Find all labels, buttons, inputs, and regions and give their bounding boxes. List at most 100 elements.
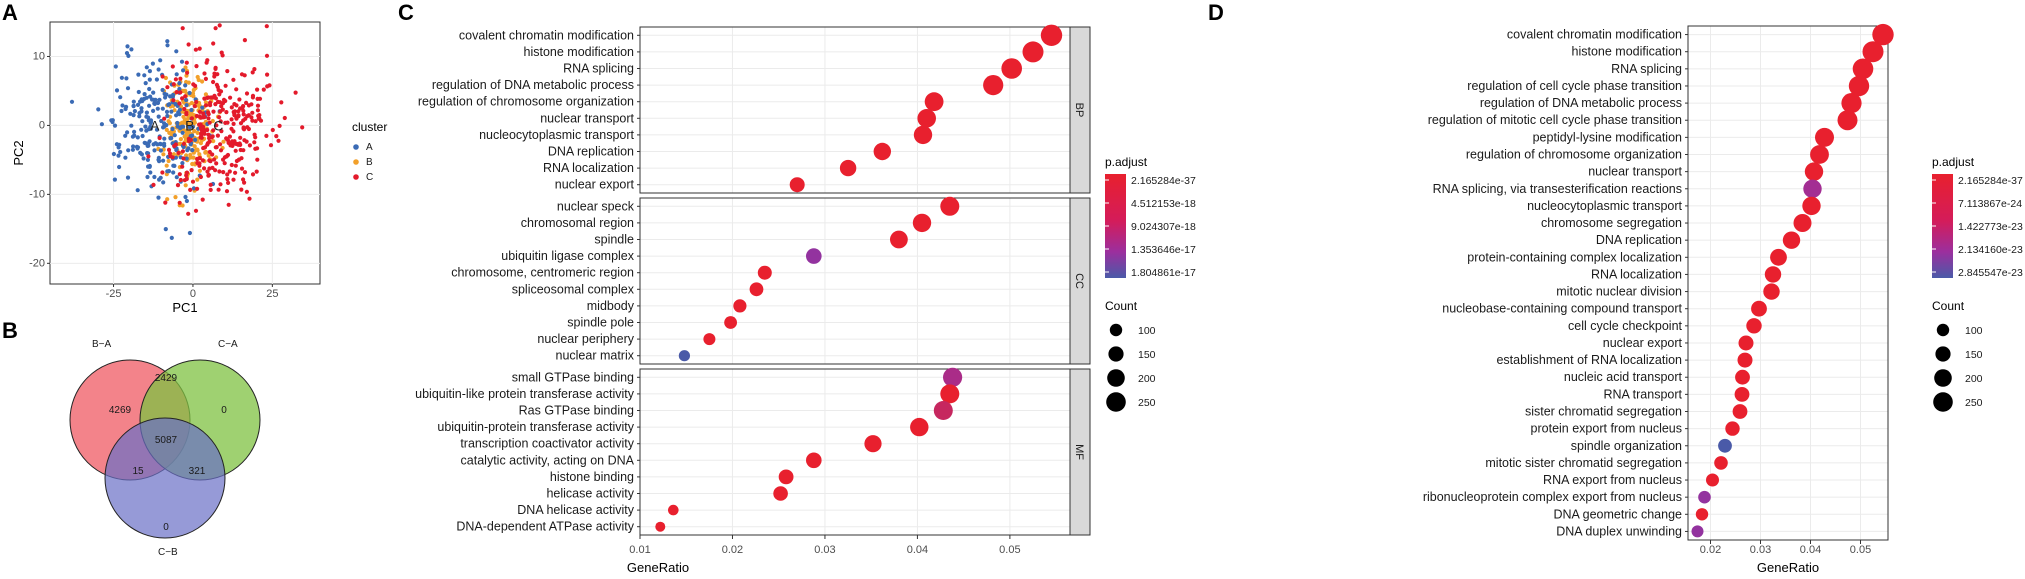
pca-point [231, 77, 236, 82]
pca-point [193, 208, 199, 213]
pca-point [225, 69, 230, 74]
pca-point [265, 72, 270, 77]
pca-point [233, 163, 238, 168]
d-size-legend-dot [1934, 369, 1952, 387]
pca-point [140, 98, 145, 104]
pca-point [300, 125, 305, 130]
c-term-label: covalent chromatin modification [459, 28, 634, 42]
pca-point [233, 141, 238, 146]
c-legend: p.adjust 2.165284e-37 4.512153e-18 9.02430… [1105, 155, 1196, 412]
pca-point [147, 86, 152, 92]
pca-point [124, 76, 129, 81]
pca-point [173, 195, 178, 200]
c-point [749, 282, 764, 297]
pca-point [136, 72, 141, 77]
pca-point [139, 127, 144, 132]
pca-point [255, 87, 260, 92]
pca-point [204, 150, 209, 155]
pca-y-axis-title: PC2 [11, 140, 26, 165]
pca-point [211, 128, 216, 133]
c-x-tick-label: 0.02 [722, 544, 743, 556]
pca-point [159, 118, 164, 124]
pca-point [141, 156, 146, 161]
c-color-bar [1105, 174, 1126, 278]
c-facet-strips: BP CC MF [1069, 26, 1091, 536]
pca-point [189, 116, 194, 121]
pca-point [155, 100, 161, 106]
pca-point [113, 64, 118, 69]
pca-point [184, 170, 190, 175]
d-point [1734, 387, 1750, 402]
pca-point [183, 65, 188, 70]
c-size-legend-label: 200 [1138, 373, 1156, 385]
d-point [1698, 490, 1711, 504]
venn-count-ba-cb: 15 [132, 466, 144, 477]
pca-point [165, 169, 170, 174]
d-legend: p.adjust 2.165284e-37 7.113867e-24 1.42277… [1932, 155, 2023, 412]
c-term-label: ubiquitin ligase complex [501, 249, 634, 263]
pca-point [123, 106, 128, 112]
pca-point [241, 112, 246, 117]
c-color-legend-label: 1.804861e-17 [1131, 267, 1196, 279]
pca-point [208, 100, 213, 105]
c-term-label: catalytic activity, acting on DNA [461, 453, 635, 467]
pca-point [169, 136, 174, 141]
pca-point [210, 134, 215, 139]
pca-x-tick-label: -25 [106, 288, 122, 300]
pca-point [199, 130, 204, 135]
pca-point [146, 154, 151, 159]
d-plot-frame [1687, 25, 1889, 541]
pca-point [252, 132, 257, 137]
pca-point [162, 141, 167, 146]
pca-point [207, 139, 212, 144]
pca-point [187, 90, 192, 96]
d-term-label: covalent chromatin modification [1507, 28, 1682, 42]
pca-point [267, 83, 272, 88]
d-term-label: nucleocytoplasmic transport [1527, 199, 1682, 213]
pca-point [158, 148, 163, 153]
pca-point [135, 145, 141, 150]
d-term-label: regulation of cell cycle phase transitio… [1467, 79, 1682, 93]
c-point [943, 367, 963, 387]
d-point [1732, 404, 1748, 419]
d-point [1841, 93, 1862, 114]
pca-point [218, 182, 223, 187]
pca-point [120, 103, 125, 108]
d-point [1764, 266, 1782, 283]
venn-count-b-only: 4269 [109, 405, 132, 416]
pca-point [139, 152, 144, 157]
pca-legend-label-c: C [366, 172, 373, 183]
pca-point [213, 96, 218, 101]
pca-point [145, 157, 150, 162]
c-size-legend-title: Count [1105, 299, 1138, 313]
c-point [678, 350, 691, 362]
pca-point [250, 172, 256, 177]
pca-point [224, 189, 230, 194]
pca-point [242, 73, 247, 78]
pca-legend-dot-b [353, 159, 359, 165]
pca-point [142, 140, 147, 145]
pca-point [249, 102, 254, 107]
d-term-label: histone modification [1572, 45, 1683, 59]
pca-point [171, 170, 176, 175]
pca-point [256, 116, 261, 121]
pca-point [216, 87, 221, 93]
pca-point [216, 187, 221, 192]
pca-point [219, 129, 224, 134]
pca-point [178, 177, 183, 183]
panel-letter-a: A [2, 0, 18, 25]
pca-point [219, 104, 224, 109]
d-term-label: cell cycle checkpoint [1568, 319, 1682, 333]
c-points [655, 24, 1063, 532]
panel-letter-b: B [2, 318, 18, 343]
pca-point [160, 74, 165, 79]
pca-cluster-label: A [150, 117, 160, 133]
pca-point [153, 141, 158, 146]
pca-point [224, 110, 229, 115]
pca-point [194, 64, 199, 69]
pca-point [166, 158, 171, 164]
pca-point [190, 148, 195, 153]
pca-point [201, 111, 206, 116]
panel-letter-d: D [1208, 0, 1224, 25]
c-term-label: midbody [587, 299, 635, 313]
